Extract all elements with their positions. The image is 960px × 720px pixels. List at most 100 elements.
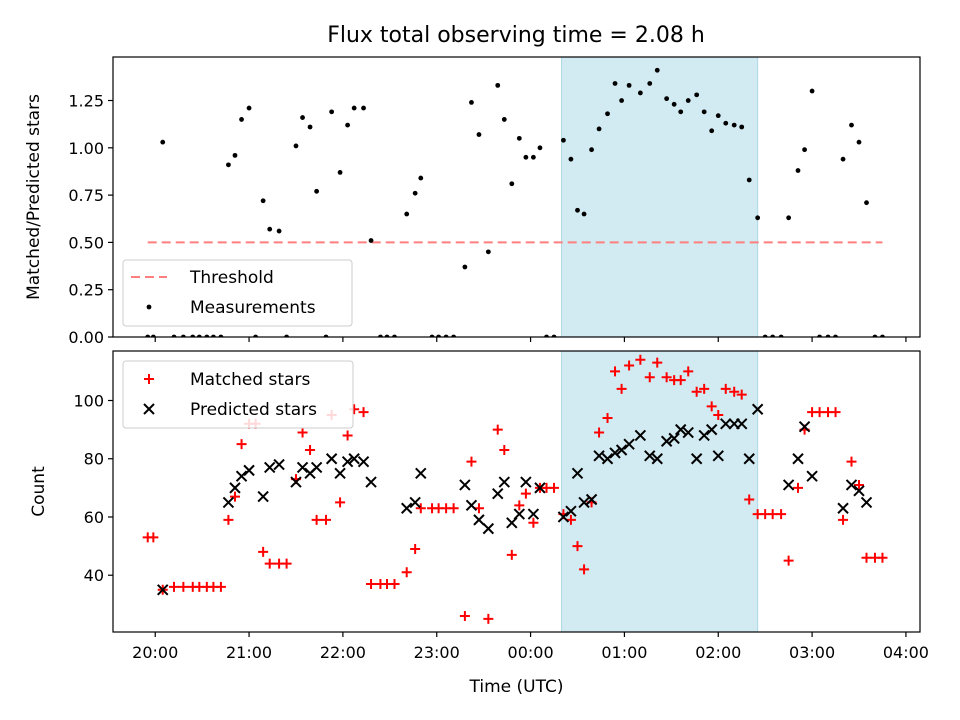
predicted-star-point xyxy=(401,502,413,514)
measurement-point xyxy=(755,215,761,221)
measurement-point xyxy=(523,154,529,160)
matched-star-point xyxy=(297,427,308,438)
matched-star-point xyxy=(448,503,459,514)
highlight-span xyxy=(561,350,759,633)
measurement-point xyxy=(337,170,343,175)
predicted-star-point xyxy=(257,490,269,503)
matched-star-point xyxy=(148,532,159,543)
y-tick-label: 0.25 xyxy=(68,281,104,300)
measurement-point xyxy=(293,143,299,149)
measurement-point xyxy=(368,238,374,243)
measurement-point xyxy=(537,145,543,151)
matched-star-point xyxy=(783,555,794,566)
ratio-panel: 0.00 0.25 0.50 0.75 1.00 1.25 Matched/Predicte… xyxy=(24,56,921,347)
x-axis-label: Time (UTC) xyxy=(469,677,564,697)
matched-star-point xyxy=(683,366,694,377)
matched-star-point xyxy=(520,488,531,499)
matched-star-point xyxy=(767,509,778,520)
measurement-point xyxy=(329,109,335,115)
measurement-point xyxy=(840,156,846,162)
matched-star-point xyxy=(236,439,247,450)
predicted-star-point xyxy=(668,432,680,445)
measurement-point xyxy=(731,122,737,128)
legend-measurement-swatch xyxy=(146,304,152,310)
predicted-star-point xyxy=(743,453,755,465)
predicted-star-point xyxy=(593,450,605,462)
matched-star-point xyxy=(635,354,646,365)
y-tick-label: 40 xyxy=(84,566,104,585)
predicted-star-point xyxy=(334,467,346,480)
measurement-point xyxy=(739,124,745,130)
matched-star-point xyxy=(699,383,710,394)
matched-star-point xyxy=(675,375,686,386)
matched-star-point xyxy=(342,430,353,441)
measurement-point xyxy=(246,105,252,111)
predicted-star-point xyxy=(290,476,302,488)
predicted-star-point xyxy=(341,455,354,468)
matched-star-point xyxy=(358,407,369,418)
x-tick-label: 23:00 xyxy=(414,643,460,662)
predicted-star-point xyxy=(264,461,276,474)
predicted-star-point xyxy=(660,435,673,447)
predicted-star-point xyxy=(578,496,590,509)
measurement-point xyxy=(809,88,815,94)
predicted-star-point xyxy=(651,453,663,465)
legend-label: Measurements xyxy=(190,298,316,318)
predicted-star-point xyxy=(325,453,338,465)
predicted-star-point xyxy=(357,455,370,468)
predicted-star-point xyxy=(273,458,285,471)
measurement-point xyxy=(412,190,418,196)
matched-star-point xyxy=(861,552,872,563)
predicted-star-point xyxy=(557,511,570,523)
x-tick-label: 04:00 xyxy=(883,643,929,662)
highlight-span xyxy=(561,56,759,338)
y-tick-label: 0.00 xyxy=(68,328,104,347)
measurement-point xyxy=(619,98,624,103)
y-axis-label: Count xyxy=(29,466,49,517)
x-tick-label: 21:00 xyxy=(226,643,272,662)
predicted-star-point xyxy=(609,447,621,459)
x-tick-label: 02:00 xyxy=(695,643,741,662)
y-tick-label: 60 xyxy=(84,508,104,527)
matched-star-point xyxy=(624,360,635,371)
x-tick-label: 01:00 xyxy=(601,643,647,662)
matched-star-point xyxy=(459,610,470,621)
matched-star-point xyxy=(644,372,655,383)
measurement-point xyxy=(462,264,468,270)
chart-title: Flux total observing time = 2.08 h xyxy=(327,23,705,48)
matched-star-point xyxy=(281,558,292,569)
measurement-point xyxy=(418,175,424,181)
predicted-star-point xyxy=(860,496,873,509)
measurement-point xyxy=(509,181,515,187)
measurement-point xyxy=(637,90,643,96)
matched-star-point xyxy=(264,558,275,569)
predicted-star-point xyxy=(585,493,598,506)
predicted-star-point xyxy=(853,485,865,497)
predicted-star-point xyxy=(365,476,377,488)
matched-star-point xyxy=(258,546,269,557)
matched-star-point xyxy=(594,427,605,438)
legend-matched-swatch xyxy=(144,374,154,384)
count-panel: 40 60 80 100 20:00 21:00 22:00 23:00 00:00 01:00 0… xyxy=(29,350,929,697)
predicted-star-point xyxy=(736,418,748,430)
measurement-point xyxy=(709,128,715,134)
matched-star-point xyxy=(223,514,234,525)
measurement-point xyxy=(605,111,610,117)
predicted-star-point xyxy=(482,522,495,535)
predicted-star-point xyxy=(527,508,540,520)
matched-star-point xyxy=(366,578,377,589)
matched-star-point xyxy=(652,357,663,368)
measurement-point xyxy=(701,109,707,115)
matched-star-point xyxy=(528,517,539,528)
measurement-point xyxy=(671,101,677,107)
predicted-star-point xyxy=(798,421,811,433)
axes-frame xyxy=(112,350,921,633)
predicted-star-point xyxy=(513,508,526,520)
predicted-star-point xyxy=(682,426,694,439)
y-tick-label: 0.75 xyxy=(68,186,104,205)
measurement-point xyxy=(647,81,653,86)
measurement-point xyxy=(260,198,266,204)
matched-star-point xyxy=(736,389,747,400)
measurement-point xyxy=(485,249,491,255)
